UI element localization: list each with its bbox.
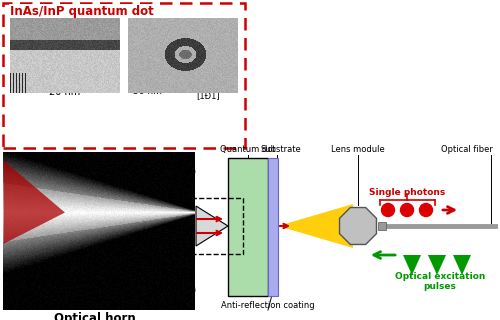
Polygon shape [403, 255, 421, 275]
Bar [378, 222, 386, 230]
Text: Plane view: Plane view [131, 20, 176, 29]
Polygon shape [340, 208, 376, 244]
Circle shape [420, 204, 432, 217]
Text: Optical excitation
pulses: Optical excitation pulses [395, 272, 485, 292]
Polygon shape [278, 204, 353, 248]
Bar [191, 198, 243, 254]
Text: Anti-reflection coating: Anti-reflection coating [221, 301, 315, 310]
Text: Cross-sectional
view: Cross-sectional view [13, 20, 72, 39]
Text: Substrate: Substrate [260, 145, 302, 154]
Text: 50 nm: 50 nm [133, 87, 162, 96]
Text: Quantum dot: Quantum dot [220, 145, 276, 154]
Text: InAs/InP quantum dot: InAs/InP quantum dot [10, 5, 154, 18]
Bar [268, 158, 278, 296]
Circle shape [400, 204, 413, 217]
Polygon shape [428, 255, 446, 275]
Text: InP
substrate: InP substrate [100, 229, 144, 249]
Text: 100 nm: 100 nm [5, 208, 32, 214]
Text: 7.3 μm: 7.3 μm [90, 302, 117, 311]
Text: Single photons: Single photons [369, 188, 445, 197]
Bar [3, 3, 245, 148]
Polygon shape [4, 160, 65, 244]
Text: [1Đ1]: [1Đ1] [196, 91, 220, 100]
Polygon shape [453, 255, 471, 275]
Text: 20 nm: 20 nm [50, 87, 80, 97]
Polygon shape [196, 206, 228, 246]
Circle shape [382, 204, 394, 217]
Text: Lens module: Lens module [331, 145, 385, 154]
Text: Optical fiber: Optical fiber [441, 145, 493, 154]
Text: Optical horn
structure: Optical horn structure [54, 312, 136, 320]
Bar [228, 158, 268, 296]
